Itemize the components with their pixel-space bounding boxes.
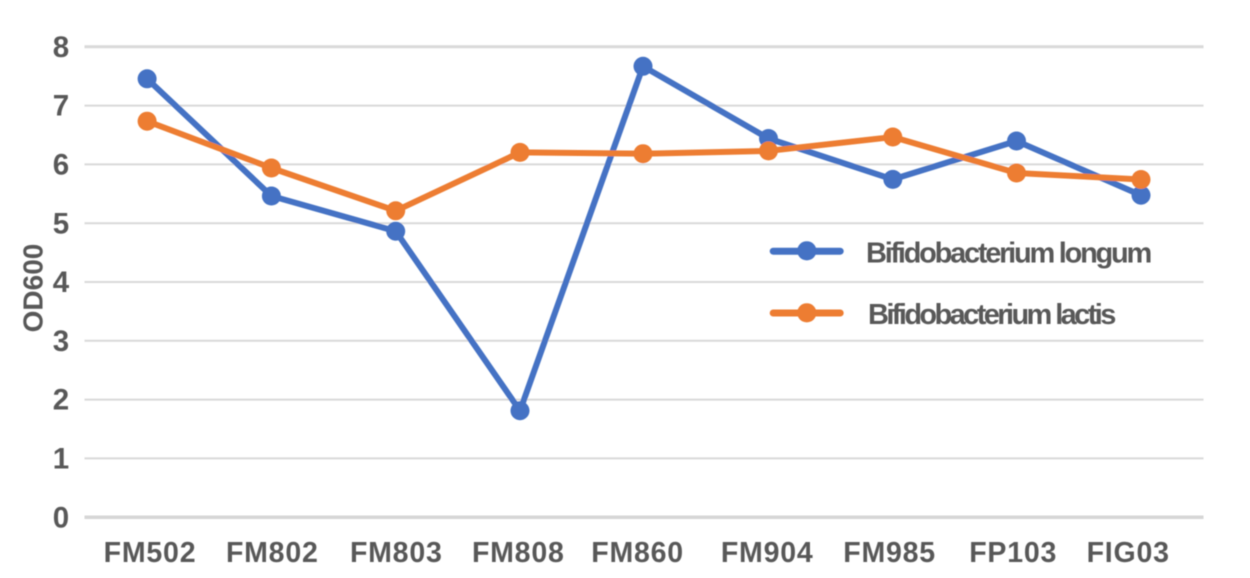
svg-text:6: 6 <box>53 149 69 182</box>
svg-text:2: 2 <box>53 384 69 417</box>
svg-text:FIG03: FIG03 <box>1087 537 1170 569</box>
svg-text:FM860: FM860 <box>591 537 684 569</box>
svg-text:FM803: FM803 <box>350 537 443 569</box>
svg-text:FM802: FM802 <box>226 537 319 569</box>
svg-text:0: 0 <box>53 501 69 534</box>
svg-text:FM904: FM904 <box>721 537 814 569</box>
svg-text:4: 4 <box>53 266 70 299</box>
svg-text:3: 3 <box>53 325 69 358</box>
svg-text:FM502: FM502 <box>104 537 197 569</box>
svg-text:1: 1 <box>53 443 69 476</box>
svg-text:OD600: OD600 <box>18 244 49 333</box>
svg-text:FM985: FM985 <box>843 537 936 569</box>
svg-text:FP103: FP103 <box>969 537 1057 569</box>
svg-text:FM808: FM808 <box>472 537 565 569</box>
svg-text:8: 8 <box>53 31 69 64</box>
svg-text:Bifidobacterium longum: Bifidobacterium longum <box>866 237 1150 269</box>
svg-text:7: 7 <box>53 90 69 123</box>
svg-text:5: 5 <box>53 207 69 240</box>
svg-text:Bifidobacterium lactis: Bifidobacterium lactis <box>868 299 1115 331</box>
